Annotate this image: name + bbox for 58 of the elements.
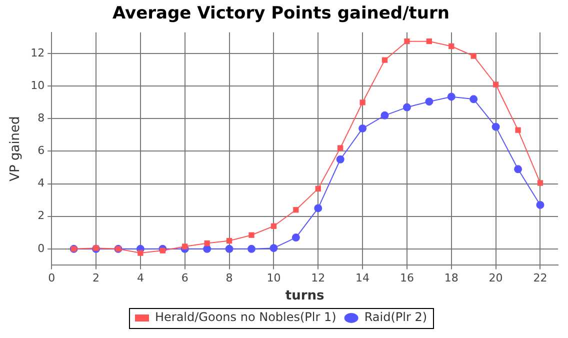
point <box>314 204 322 212</box>
point <box>426 38 432 44</box>
point <box>492 122 500 131</box>
point <box>425 98 434 106</box>
point <box>225 244 234 253</box>
point <box>447 92 456 101</box>
point <box>270 223 277 229</box>
y-axis-title: VP gained <box>8 116 24 182</box>
x-tick-label: 8 <box>226 272 233 285</box>
point <box>248 232 254 238</box>
x-tick-label: 18 <box>444 272 458 285</box>
point <box>160 248 166 254</box>
y-tick-label: 10 <box>30 78 45 92</box>
point <box>358 124 367 132</box>
point <box>402 103 411 112</box>
point <box>515 127 521 133</box>
x-tick-label: 22 <box>533 272 548 285</box>
point <box>404 38 410 44</box>
x-tick-label: 20 <box>488 272 503 285</box>
point <box>292 234 300 242</box>
point <box>226 238 232 244</box>
x-tick-label: 12 <box>311 272 326 285</box>
point <box>470 53 476 59</box>
point <box>382 57 388 63</box>
x-tick-label: 4 <box>136 272 144 285</box>
point <box>336 155 344 164</box>
x-tick-label: 0 <box>48 272 56 285</box>
point <box>138 250 144 256</box>
legend-label: Raid(Plr 2) <box>364 310 428 324</box>
y-tick-label: 4 <box>38 176 45 190</box>
point <box>492 82 499 88</box>
x-axis-title: turns <box>285 288 324 304</box>
x-tick-label: 14 <box>356 272 370 285</box>
point <box>360 100 366 106</box>
x-tick-label: 10 <box>266 272 281 285</box>
point <box>247 244 256 253</box>
y-tick-label: 6 <box>38 144 45 158</box>
point <box>270 244 278 252</box>
x-tick-label: 6 <box>181 272 188 285</box>
point <box>204 240 210 246</box>
x-tick-label: 2 <box>92 272 100 285</box>
point <box>182 244 188 250</box>
point <box>470 95 478 104</box>
y-tick-label: 2 <box>38 209 45 222</box>
x-tick-label: 16 <box>400 272 414 285</box>
point <box>448 43 454 50</box>
point <box>315 186 321 192</box>
chart-title: Average Victory Points gained/turn <box>112 4 450 24</box>
legend-label: Herald/Goons no Nobles(Plr 1) <box>154 310 336 324</box>
y-tick-label: 12 <box>30 46 45 60</box>
y-tick-label: 0 <box>38 242 45 255</box>
point <box>536 200 544 209</box>
point <box>380 111 389 120</box>
point <box>537 180 544 186</box>
point <box>338 145 344 151</box>
point <box>293 207 299 213</box>
point <box>514 165 522 174</box>
y-tick-label: 8 <box>38 112 45 125</box>
